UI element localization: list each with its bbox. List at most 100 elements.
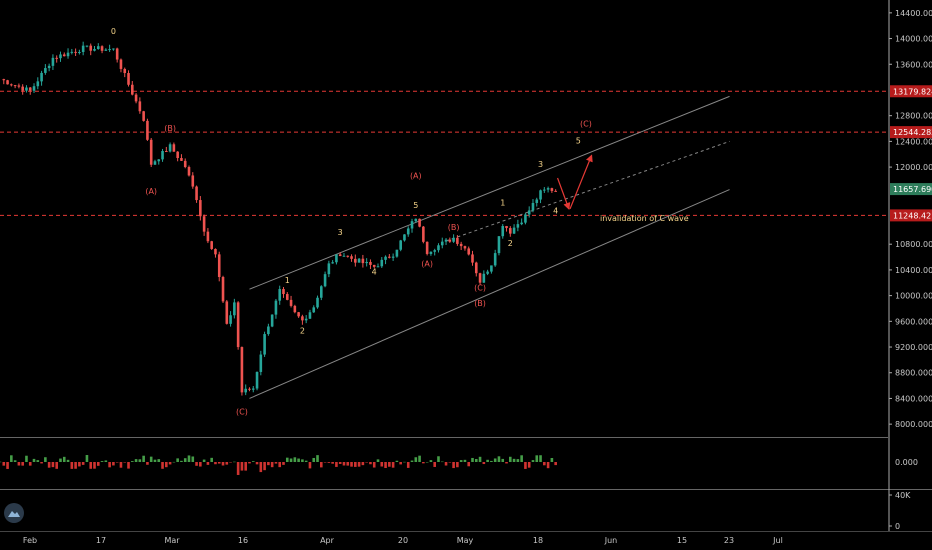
candle-body	[320, 286, 323, 298]
tradingview-logo-icon[interactable]	[4, 503, 24, 523]
candle-body	[497, 236, 501, 254]
candle-body	[520, 222, 523, 225]
time-axis[interactable]: Feb 17 Mar 16 Apr 20 May 18 Jun 15 23 Jul	[23, 536, 783, 545]
wave-label-5: 2	[300, 327, 305, 336]
oscillator-bar	[168, 462, 172, 465]
oscillator-bar	[17, 462, 21, 466]
oscillator-bar	[165, 462, 168, 468]
candle-body	[96, 46, 100, 50]
oscillator-bar	[444, 462, 448, 466]
candle-body	[32, 86, 36, 91]
candle-body	[47, 65, 51, 69]
oscillator-bar	[342, 462, 346, 466]
price-tick-label-9: 9600.000	[895, 317, 932, 326]
oscillator-bar	[104, 460, 108, 462]
oscillator-bar	[187, 455, 191, 462]
candle-body	[380, 259, 384, 267]
oscillator-bar	[138, 459, 142, 462]
channel-lower-line	[249, 189, 730, 399]
candle-body	[240, 347, 244, 393]
time-tick-label-11: Jul	[772, 536, 783, 545]
candle-body	[437, 245, 440, 251]
oscillator-bar	[395, 460, 399, 462]
candle-body	[199, 200, 202, 217]
oscillator-bar	[251, 461, 255, 462]
oscillator-bar	[74, 462, 77, 469]
price-axis[interactable]: 14400.000 14000.000 13600.000 12800.000 1240…	[888, 0, 932, 531]
candle-body	[384, 256, 387, 260]
oscillator-bar	[448, 462, 452, 463]
candle-body	[10, 84, 13, 86]
time-tick-label-1: 17	[96, 536, 106, 545]
oscillator-bar	[270, 462, 274, 468]
candle-body	[259, 354, 263, 372]
mountain-icon	[8, 511, 20, 517]
oscillator-bar	[2, 462, 6, 466]
oscillator-bar	[463, 459, 467, 462]
oscillator-bar	[112, 462, 115, 466]
oscillator-bar	[248, 462, 251, 464]
candle-body	[25, 87, 28, 91]
oscillator-bar	[376, 459, 380, 462]
oscillator-bar	[153, 459, 157, 462]
price-tick-label-10: 9200.000	[895, 343, 932, 352]
oscillator-bar	[32, 458, 36, 462]
candle-body	[388, 256, 391, 258]
oscillator-bar	[474, 459, 478, 462]
candle-body	[463, 246, 467, 249]
wave-label-6: 3	[338, 228, 343, 237]
oscillator-bar	[149, 456, 153, 462]
wave-label-11: (A)	[421, 260, 433, 269]
oscillator-bar	[316, 455, 319, 462]
candle-body	[406, 228, 410, 235]
oscillator-bar	[361, 462, 365, 466]
oscillator-bar	[89, 462, 93, 469]
oscillator-bar	[255, 462, 259, 465]
oscillator-bar	[180, 460, 183, 462]
candle-body	[112, 48, 115, 50]
oscillator-bar	[350, 462, 353, 467]
candle-body	[263, 334, 266, 355]
oscillator-bar	[62, 456, 66, 462]
candle-body	[369, 261, 372, 265]
oscillator-bar	[206, 462, 210, 465]
candle-body	[40, 72, 43, 82]
candle-body	[316, 297, 319, 308]
oscillator-bar	[452, 462, 455, 469]
oscillator-bar	[486, 459, 489, 462]
oscillator-bar	[263, 462, 266, 471]
candle-body	[115, 48, 119, 60]
candle-body	[206, 231, 210, 242]
oscillator-bar	[497, 456, 501, 462]
oscillator-bar	[40, 462, 43, 464]
oscillator-bar	[467, 462, 471, 467]
candle-body	[104, 49, 108, 51]
oscillator-bar	[10, 455, 13, 462]
oscillator-bar	[546, 462, 550, 469]
candle-body	[482, 273, 486, 283]
candle-body	[444, 239, 448, 242]
candle-body	[36, 81, 40, 87]
oscillator-bar	[304, 460, 308, 462]
candle-body	[17, 85, 21, 87]
oscillator-bar	[44, 457, 47, 462]
candle-body	[516, 224, 520, 228]
time-tick-label-2: Mar	[164, 536, 180, 545]
wave-label-1: (B)	[164, 124, 176, 133]
wave-label-12: (C)	[474, 283, 486, 292]
oscillator-bar	[535, 455, 539, 462]
candle-body	[350, 256, 353, 259]
oscillator-bar	[78, 462, 81, 467]
oscillator-bar	[429, 460, 433, 462]
oscillator-bar	[6, 462, 9, 469]
candle-body	[403, 234, 406, 241]
candle-body	[278, 289, 282, 301]
candle-body	[471, 254, 474, 263]
candle-body	[66, 52, 70, 57]
candle-body	[168, 144, 172, 152]
oscillator-bar	[21, 462, 24, 466]
oscillator-bar	[425, 461, 429, 463]
oscillator-bar	[388, 462, 391, 467]
